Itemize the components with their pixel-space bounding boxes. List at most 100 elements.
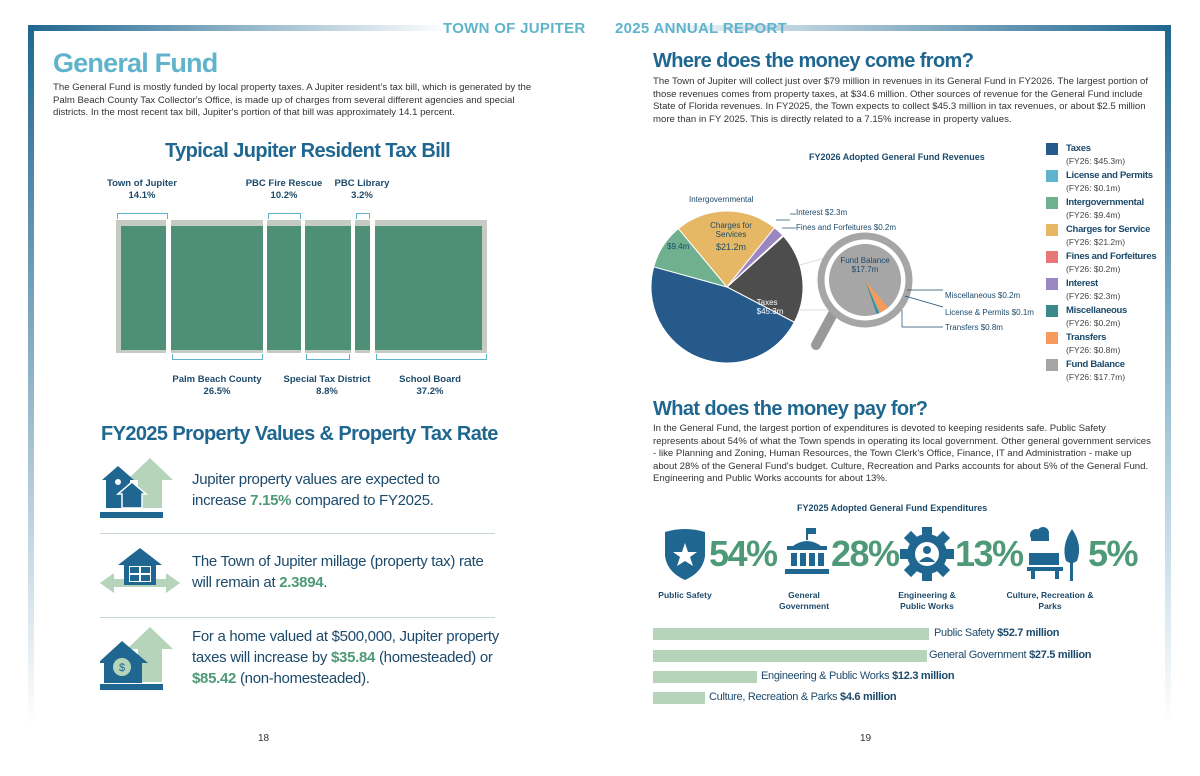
- legend-name: Fund Balance: [1066, 359, 1125, 370]
- legend-item-miscellaneous: Miscellaneous (FY26: $0.2m): [1046, 305, 1166, 331]
- legend-name: Interest: [1066, 278, 1098, 289]
- bracket: [268, 213, 301, 219]
- general-government-percent: 28%: [831, 533, 900, 574]
- segment-palm-beach-county: [171, 226, 263, 350]
- legend-item-fines: Fines and Forfeitures (FY26: $0.2m): [1046, 251, 1166, 277]
- property-section-title: FY2025 Property Values & Property Tax Ra…: [101, 423, 498, 445]
- tax-bill-title: Typical Jupiter Resident Tax Bill: [165, 140, 451, 162]
- highlight: 7.15%: [250, 492, 292, 509]
- bar-label-general-government: General Government $27.5 million: [929, 649, 1092, 661]
- bar-engineering: [653, 671, 757, 683]
- legend-value: (FY26: $0.1m): [1066, 183, 1121, 193]
- segment-pct: 3.2%: [351, 190, 373, 201]
- segment-pbc-fire-rescue: [267, 226, 301, 350]
- intro-text: The General Fund is mostly funded by loc…: [53, 82, 532, 119]
- legend-swatch: [1046, 251, 1058, 263]
- segment-town-of-jupiter: [121, 226, 166, 350]
- highlight: $85.42: [192, 670, 237, 687]
- bar-label-public-safety: Public Safety $52.7 million: [934, 627, 1060, 639]
- text: Jupiter property values are expected to …: [192, 471, 440, 509]
- expenditure-chart-title: FY2025 Adopted General Fund Expenditures: [797, 503, 988, 513]
- page-title: General Fund: [53, 48, 218, 78]
- millage-rate-text: The Town of Jupiter millage (property ta…: [192, 551, 497, 593]
- legend-value: (FY26: $0.2m): [1066, 318, 1121, 328]
- legend-name: Fines and Forfeitures: [1066, 251, 1157, 262]
- bracket: [356, 213, 370, 219]
- pie-label-intergov-value: $9.4m: [667, 242, 690, 251]
- bar-culture: [653, 692, 705, 704]
- label-value: $21.2m: [715, 242, 747, 252]
- bar-name: General Government: [929, 649, 1027, 661]
- bar-name: Engineering & Public Works: [761, 670, 890, 682]
- legend-value: (FY26: $17.7m): [1066, 372, 1126, 382]
- segment-pct: 14.1%: [128, 190, 156, 201]
- label-general-government: General Government: [778, 590, 830, 611]
- bar-name: Public Safety: [934, 627, 995, 639]
- legend-name: Miscellaneous: [1066, 305, 1128, 316]
- text: compared to FY2025.: [291, 492, 434, 509]
- header-town: TOWN OF JUPITER: [443, 20, 586, 37]
- legend-value: (FY26: $9.4m): [1066, 210, 1121, 220]
- legend-name: License and Permits: [1066, 170, 1153, 181]
- expenditure-title: What does the money pay for?: [653, 398, 928, 420]
- property-values-text: Jupiter property values are expected to …: [192, 469, 492, 511]
- label-palm-beach-county: Palm Beach County 26.5%: [172, 374, 261, 398]
- segment-gap: [370, 220, 375, 353]
- segment-gap: [263, 220, 267, 353]
- segment-gap: [301, 220, 305, 353]
- bar-public-safety: [653, 628, 929, 640]
- legend-swatch: [1046, 170, 1058, 182]
- page-number-left: 18: [258, 733, 270, 744]
- bar-amount: $4.6 million: [840, 691, 897, 703]
- segment-pct: 26.5%: [203, 386, 231, 397]
- pie-label-charges: Charges for Services $21.2m: [710, 221, 752, 252]
- segment-name: Town of Jupiter: [106, 178, 178, 189]
- government-building-icon: [785, 528, 829, 574]
- legend-value: (FY26: $0.2m): [1066, 264, 1121, 274]
- label-town-of-jupiter: Town of Jupiter 14.1%: [107, 178, 177, 202]
- pie-label-transfers: Transfers $0.8m: [945, 323, 1003, 332]
- legend-name: Transfers: [1066, 332, 1107, 343]
- label-culture: Culture, Recreation & Parks: [1006, 590, 1094, 611]
- public-safety-percent: 54%: [709, 533, 778, 574]
- page-frame-top-left: [28, 25, 448, 31]
- engineering-percent: 13%: [955, 533, 1024, 574]
- label-value: $45.3m: [756, 307, 784, 316]
- svg-text:$: $: [119, 662, 125, 674]
- segment-pct: 37.2%: [416, 386, 444, 397]
- legend-item-license: License and Permits (FY26: $0.1m): [1046, 170, 1166, 196]
- pie-label-taxes: Taxes $45.3m: [757, 298, 797, 316]
- bracket: [306, 354, 350, 360]
- label-pbc-library: PBC Library 3.2%: [335, 178, 390, 202]
- revenue-legend: Taxes (FY26: $45.3m) License and Permits (…: [1046, 143, 1166, 388]
- legend-item-intergovernmental: Intergovernmental (FY26: $9.4m): [1046, 197, 1166, 223]
- page-number-right: 19: [860, 733, 872, 744]
- highlight: 2.3894: [279, 574, 324, 591]
- page-frame-side-right: [1165, 25, 1171, 725]
- bar-amount: $52.7 million: [997, 627, 1060, 639]
- bar-label-culture: Culture, Recreation & Parks $4.6 million: [709, 691, 897, 703]
- pie-label-miscellaneous: Miscellaneous $0.2m: [945, 291, 1021, 300]
- bracket: [117, 213, 168, 219]
- pie-label-license: License & Permits $0.1m: [945, 308, 1034, 317]
- slice-fines: [726, 234, 785, 288]
- segment-name: PBC Fire Rescue: [245, 178, 323, 189]
- text: .: [323, 574, 328, 591]
- segment-pbc-library: [355, 226, 370, 350]
- pie-label-fines: Fines and Forfeitures $0.2m: [796, 223, 897, 232]
- dollar-house-up-arrow-icon: $: [100, 627, 173, 690]
- gear-person-icon: [900, 527, 954, 581]
- text: (non-homesteaded).: [236, 670, 370, 687]
- legend-value: (FY26: $0.8m): [1066, 345, 1121, 355]
- segment-gap: [166, 220, 171, 353]
- slice-fund-balance-group: [726, 235, 804, 323]
- text: For a home valued at $500,000, Jupiter p…: [192, 628, 499, 666]
- legend-value: (FY26: $45.3m): [1066, 156, 1126, 166]
- header-report: 2025 ANNUAL REPORT: [615, 20, 788, 37]
- segment-pct: 8.8%: [316, 386, 338, 397]
- label-special-tax-district: Special Tax District 8.8%: [284, 374, 371, 398]
- label-school-board: School Board 37.2%: [399, 374, 461, 398]
- label-public-safety: Public Safety: [658, 590, 712, 600]
- bar-general-government: [653, 650, 927, 662]
- legend-swatch: [1046, 332, 1058, 344]
